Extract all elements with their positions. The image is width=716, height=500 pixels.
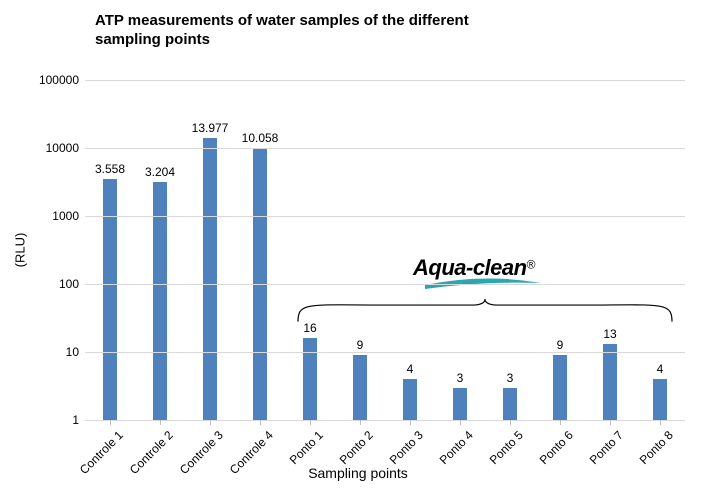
chart-container: ATP measurements of water samples of the…	[0, 0, 716, 500]
grid-line	[85, 284, 685, 285]
x-tick-label: Ponto 4	[437, 428, 476, 467]
x-tick	[560, 420, 561, 425]
aqua-clean-logo: Aqua-clean®	[413, 255, 535, 281]
x-tick	[660, 420, 661, 425]
grid-line	[85, 148, 685, 149]
y-axis-label: (RLU)	[13, 233, 28, 268]
x-tick	[410, 420, 411, 425]
y-tick-label: 1	[72, 413, 79, 427]
chart-title: ATP measurements of water samples of the…	[95, 12, 515, 50]
y-tick-label: 10000	[46, 141, 79, 155]
x-tick-label: Ponto 1	[287, 428, 326, 467]
y-tick-label: 1000	[52, 209, 79, 223]
y-tick-label: 100	[59, 277, 79, 291]
x-tick	[460, 420, 461, 425]
plot-area: 3.5583.20413.97710.0581694339134 Aqua-cl…	[85, 80, 685, 420]
grid-line	[85, 80, 685, 81]
x-tick	[310, 420, 311, 425]
x-tick-label: Ponto 3	[387, 428, 426, 467]
x-tick	[510, 420, 511, 425]
x-tick	[210, 420, 211, 425]
y-tick-label: 10	[66, 345, 79, 359]
x-tick-label: Ponto 2	[337, 428, 376, 467]
y-tick-label: 100000	[39, 73, 79, 87]
x-tick	[160, 420, 161, 425]
x-tick	[610, 420, 611, 425]
grid-line	[85, 216, 685, 217]
brace-annotation	[85, 80, 685, 420]
x-tick-label: Ponto 5	[487, 428, 526, 467]
x-tick	[360, 420, 361, 425]
x-tick	[260, 420, 261, 425]
x-tick-label: Ponto 8	[637, 428, 676, 467]
x-tick-label: Ponto 6	[537, 428, 576, 467]
x-tick	[110, 420, 111, 425]
grid-line	[85, 420, 685, 421]
x-tick-label: Ponto 7	[587, 428, 626, 467]
x-axis-label: Sampling points	[0, 465, 716, 481]
grid-line	[85, 352, 685, 353]
registered-icon: ®	[527, 258, 536, 272]
